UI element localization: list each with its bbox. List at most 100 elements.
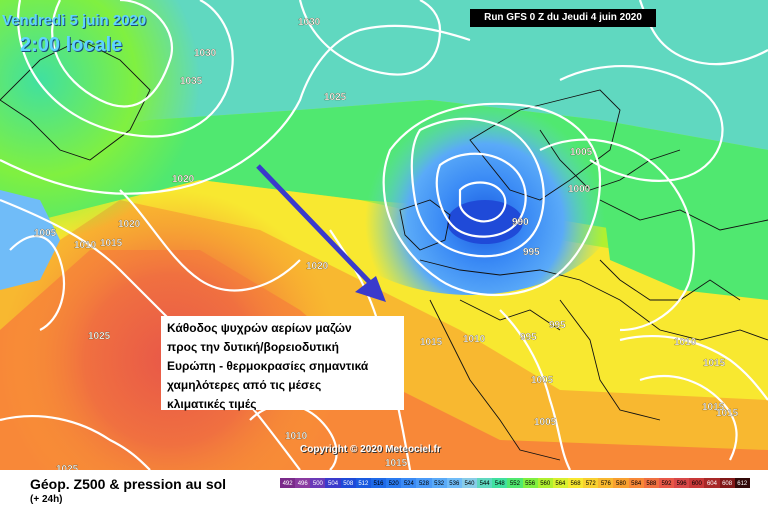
pressure-label: 1010 — [463, 334, 486, 345]
legend-label: 544 — [479, 481, 490, 487]
legend-swatch — [704, 478, 720, 488]
legend-label: 588 — [646, 481, 657, 487]
legend-swatch — [613, 478, 629, 488]
legend-label: 600 — [691, 481, 702, 487]
pressure-label: 1030 — [194, 48, 217, 59]
model-run-label: Run GFS 0 Z du Jeudi 4 juin 2020 — [470, 9, 656, 27]
legend-label: 552 — [509, 481, 520, 487]
legend-swatch — [477, 478, 493, 488]
legend-swatch — [734, 478, 750, 488]
pressure-label: 1005 — [534, 417, 557, 428]
legend-label: 540 — [464, 481, 475, 487]
legend-swatch — [310, 478, 326, 488]
legend-label: 568 — [570, 481, 581, 487]
legend-swatch — [295, 478, 311, 488]
legend-label: 596 — [676, 481, 687, 487]
pressure-label: 1010 — [285, 431, 308, 442]
pressure-label: 1010 — [674, 337, 697, 348]
pressure-label: 1000 — [568, 184, 591, 195]
legend-label: 504 — [328, 481, 339, 487]
field-east-green — [600, 180, 768, 300]
legend-swatch — [280, 478, 296, 488]
legend-swatch — [522, 478, 538, 488]
legend-swatch — [643, 478, 659, 488]
legend-label: 580 — [616, 481, 627, 487]
legend-swatch — [431, 478, 447, 488]
pressure-label: 995 — [520, 332, 537, 343]
legend-swatch — [492, 478, 508, 488]
pressure-label: 1025 — [324, 92, 347, 103]
legend-swatch — [340, 478, 356, 488]
pressure-label: 1015 — [703, 358, 726, 369]
legend-label: 548 — [494, 481, 505, 487]
pressure-label: 1005 — [570, 147, 593, 158]
forecast-range: (+ 24h) — [30, 494, 63, 505]
legend-swatch — [719, 478, 735, 488]
legend-label: 492 — [282, 481, 293, 487]
legend-swatch — [628, 478, 644, 488]
legend-swatch — [386, 478, 402, 488]
field-west-cyan — [0, 190, 60, 290]
legend-swatch — [658, 478, 675, 488]
legend-label: 524 — [403, 481, 414, 487]
legend-swatch — [674, 478, 690, 488]
legend-swatch — [598, 478, 614, 488]
legend-label: 556 — [525, 481, 536, 487]
pressure-labels: 1030 1030 1035 1025 1020 1020 1005 1010 … — [34, 17, 739, 470]
pressure-label: 1035 — [180, 76, 203, 87]
forecast-date: Vendredi 5 juin 2020 — [2, 12, 147, 29]
pressure-label: 1015 — [702, 402, 725, 413]
legend-label: 584 — [631, 481, 642, 487]
legend-swatch — [370, 478, 387, 488]
pressure-label: 1020 — [306, 261, 329, 272]
legend-label: 576 — [600, 481, 611, 487]
legend-swatch — [461, 478, 478, 488]
pressure-label: 1015 — [385, 458, 408, 469]
legend-swatch — [355, 478, 371, 488]
pressure-label: 1015 — [100, 238, 123, 249]
legend-label: 532 — [434, 481, 445, 487]
legend-label: 592 — [661, 481, 672, 487]
legend-label: 572 — [585, 481, 596, 487]
map-type-title: Géop. Z500 & pression au sol — [30, 476, 227, 492]
legend-label: 512 — [358, 481, 369, 487]
field-low-trough — [320, 105, 620, 295]
forecast-local-time: 2:00 locale — [20, 34, 123, 56]
annotation-box: Κάθοδος ψυχρών αερίων μαζών προς την δυτ… — [161, 316, 404, 411]
pressure-label: 1015 — [716, 408, 739, 419]
map-footer — [0, 470, 768, 512]
pressure-label: 990 — [512, 217, 529, 228]
legend-label: 520 — [388, 481, 399, 487]
legend-label: 528 — [418, 481, 429, 487]
pressure-label: 1025 — [56, 464, 79, 470]
pressure-label: 995 — [549, 320, 566, 331]
color-scale-legend — [280, 478, 750, 488]
pressure-label: 1005 — [34, 228, 57, 239]
legend-swatch — [689, 478, 705, 488]
legend-label: 500 — [312, 481, 323, 487]
pressure-label: 1015 — [420, 337, 443, 348]
cold-air-arrow — [256, 164, 386, 302]
legend-swatch — [567, 478, 584, 488]
legend-swatch — [325, 478, 341, 488]
pressure-label: 1005 — [531, 375, 554, 386]
legend-label: 560 — [540, 481, 551, 487]
pressure-label: 1020 — [118, 219, 141, 230]
legend-swatch — [537, 478, 553, 488]
legend-label: 516 — [373, 481, 384, 487]
legend-label: 604 — [706, 481, 717, 487]
legend-label: 564 — [555, 481, 566, 487]
color-scale-labels: 492 496 500 504 508 512 516 520 524 528 532 536 540 5… — [280, 480, 750, 488]
legend-swatch — [446, 478, 462, 488]
pressure-label: 1025 — [88, 331, 111, 342]
pressure-label: 995 — [523, 247, 540, 258]
legend-swatch — [401, 478, 417, 488]
pressure-label: 1020 — [172, 174, 195, 185]
pressure-label: 1010 — [74, 240, 97, 251]
legend-swatch — [552, 478, 568, 488]
legend-label: 608 — [722, 481, 733, 487]
copyright-text: Copyright © 2020 Meteociel.fr — [300, 444, 441, 455]
legend-label: 496 — [297, 481, 308, 487]
pressure-label: 1030 — [298, 17, 321, 28]
